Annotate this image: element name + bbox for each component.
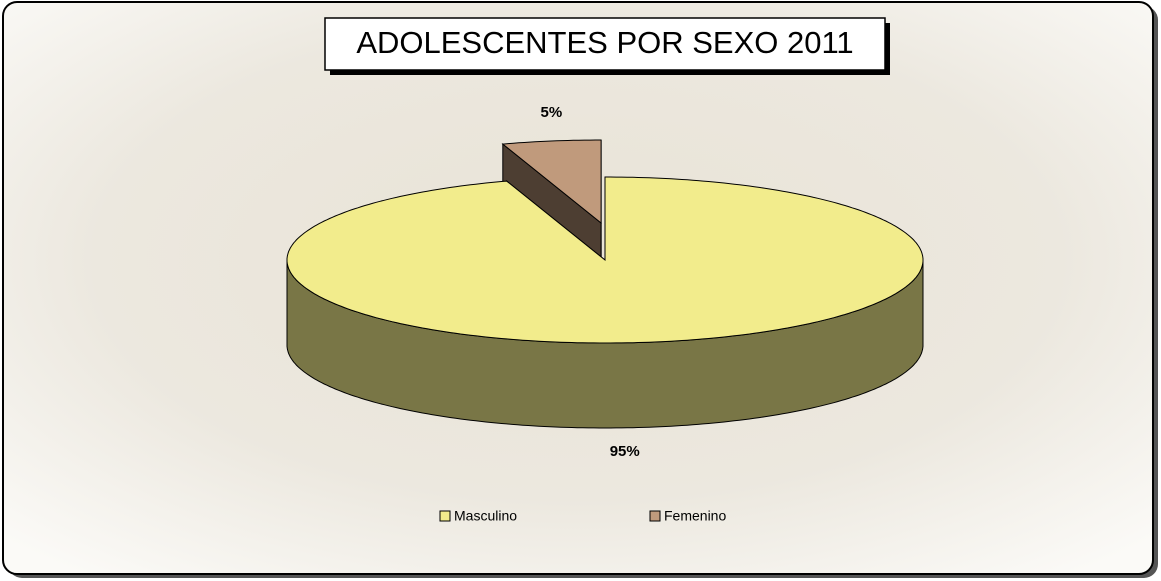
legend: Masculino Femenino bbox=[439, 508, 726, 524]
legend-swatch bbox=[649, 510, 661, 522]
slice bbox=[501, 139, 602, 225]
slice bbox=[286, 176, 924, 344]
labels: 5% 95% bbox=[540, 104, 639, 460]
chart-title: ADOLESCENTES POR SEXO 2011 bbox=[356, 25, 853, 60]
value-label: 95% bbox=[610, 443, 640, 460]
legend-label: Femenino bbox=[664, 508, 726, 524]
title-box bbox=[324, 17, 886, 71]
value-label: 5% bbox=[540, 104, 562, 121]
legend-swatch bbox=[439, 510, 451, 522]
legend-label: Masculino bbox=[454, 508, 517, 524]
pie bbox=[286, 139, 924, 429]
